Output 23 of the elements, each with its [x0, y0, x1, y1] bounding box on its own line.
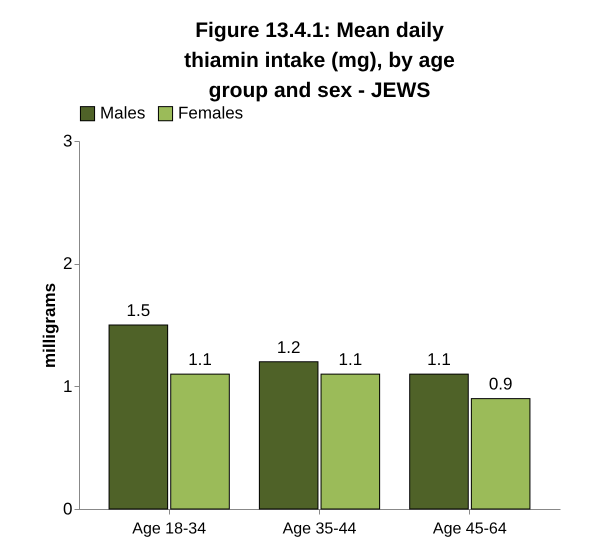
data-label: 1.1 — [188, 350, 212, 370]
data-label: 1.1 — [338, 350, 362, 370]
bar — [258, 361, 318, 510]
x-tick-label: Age 35-44 — [282, 520, 357, 538]
x-tick-label: Age 45-64 — [432, 520, 507, 538]
bar — [470, 398, 530, 510]
data-label: 0.9 — [488, 374, 512, 394]
y-axis-title: milligrams — [40, 282, 60, 368]
legend-label: Males — [100, 104, 146, 123]
legend-label: Females — [178, 104, 244, 123]
bar — [409, 374, 469, 510]
data-label: 1.2 — [276, 338, 300, 357]
bar — [108, 324, 168, 510]
data-label: 1.5 — [126, 301, 150, 320]
bar — [320, 374, 380, 510]
y-tick-label: 1 — [63, 376, 72, 396]
y-tick-label: 3 — [63, 132, 72, 150]
y-tick-label: 0 — [63, 500, 72, 518]
data-label: 1.1 — [427, 350, 451, 370]
bar — [170, 374, 230, 510]
chart-title: Figure 13.4.1: Mean daily thiamin intake (mg), by age group and sex - JEWS — [184, 19, 455, 102]
y-tick-label: 2 — [63, 254, 72, 274]
x-tick-label: Age 18-34 — [132, 520, 206, 538]
